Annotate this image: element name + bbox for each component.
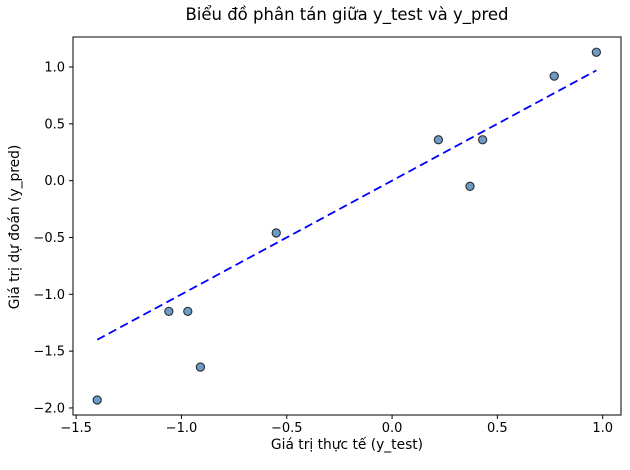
y-tick-label: −0.5	[33, 231, 65, 246]
chart-title: Biểu đồ phân tán giữa y_test và y_pred	[185, 5, 509, 24]
y-tick-label: 1.0	[44, 61, 65, 76]
x-tick-label: −1.5	[60, 421, 92, 436]
scatter-point	[164, 306, 174, 317]
y-tick-label: 0.5	[44, 117, 65, 132]
scatter-point	[549, 71, 559, 81]
x-tick-label: −1.0	[166, 421, 198, 436]
x-tick-label: 1.0	[592, 421, 613, 436]
y-axis-label: Giá trị dự đoán (y_pred)	[7, 144, 23, 310]
x-tick-label: 0.5	[487, 421, 508, 436]
y-tick-label: −1.5	[33, 345, 65, 360]
x-axis-label: Giá trị thực tế (y_test)	[270, 437, 424, 453]
y-tick-label: −2.0	[33, 401, 65, 416]
scatter-point	[271, 228, 281, 238]
scatter-point	[591, 47, 602, 57]
identity-line	[96, 69, 597, 341]
axes-frame	[72, 36, 622, 416]
x-tick-label: 0.0	[382, 421, 403, 436]
scatter-point	[195, 362, 206, 372]
scatter-point	[433, 135, 444, 145]
scatter-point	[465, 181, 475, 191]
scatter-point	[92, 395, 102, 405]
x-tick-label: −0.5	[271, 421, 303, 436]
scatter-point	[477, 135, 488, 145]
y-tick-label: 0.0	[44, 174, 65, 189]
scatter-point	[183, 306, 193, 317]
y-tick-label: −1.0	[33, 288, 65, 303]
